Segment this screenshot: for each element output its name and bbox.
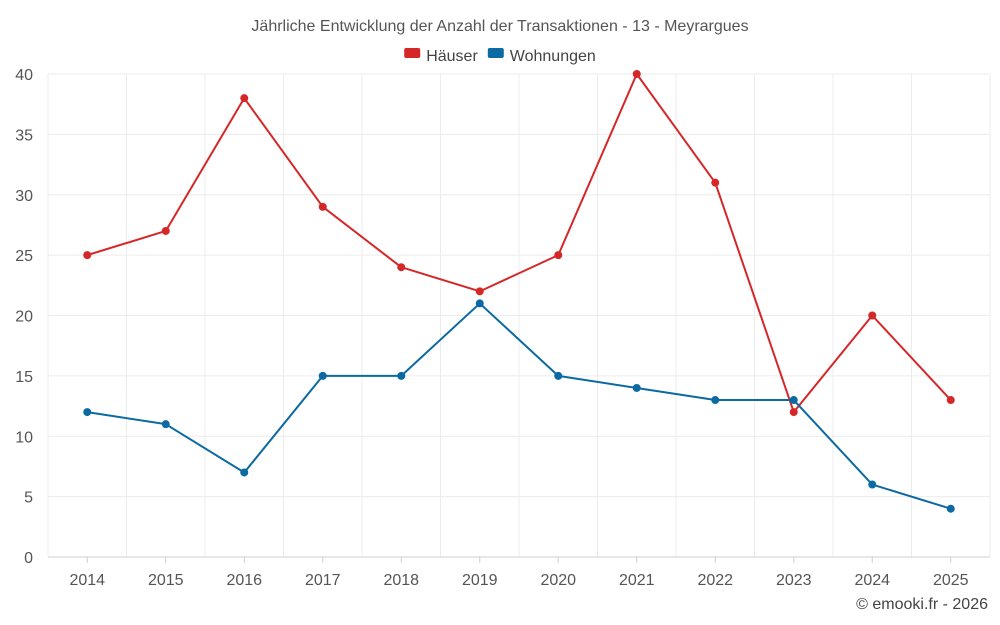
- data-point[interactable]: [632, 383, 641, 392]
- data-point[interactable]: [946, 396, 955, 405]
- y-tick-label: 0: [24, 550, 33, 567]
- y-tick-label: 25: [15, 248, 33, 265]
- x-tick-label: 2018: [383, 572, 419, 589]
- gridlines: [47, 73, 991, 557]
- data-point[interactable]: [789, 408, 798, 417]
- x-tick-label: 2016: [226, 572, 262, 589]
- legend-swatch: [487, 48, 504, 58]
- y-tick-label: 20: [15, 309, 33, 326]
- x-tick-label: 2014: [69, 572, 105, 589]
- data-point[interactable]: [789, 396, 798, 405]
- chart-title: Jährliche Entwicklung der Anzahl der Tra…: [251, 18, 748, 35]
- x-tick-label: 2025: [933, 572, 969, 589]
- data-point[interactable]: [83, 408, 92, 417]
- legend-label: Häuser: [426, 48, 478, 65]
- x-tick-label: 2020: [540, 572, 576, 589]
- y-axis-ticks: 0 5 10 15 20 25 30 35 40: [15, 67, 33, 567]
- y-tick-label: 30: [15, 188, 33, 205]
- data-point[interactable]: [711, 396, 720, 405]
- data-point[interactable]: [868, 480, 877, 489]
- data-point[interactable]: [318, 202, 327, 211]
- x-tick-label: 2021: [619, 572, 655, 589]
- legend-item[interactable]: Wohnungen: [487, 48, 596, 65]
- data-point[interactable]: [946, 504, 955, 513]
- data-point[interactable]: [475, 299, 484, 308]
- series-group: [83, 70, 955, 513]
- data-point[interactable]: [711, 178, 720, 187]
- legend-swatch: [404, 48, 421, 58]
- x-tick-label: 2019: [462, 572, 498, 589]
- data-point[interactable]: [318, 371, 327, 380]
- y-tick-label: 15: [15, 369, 33, 386]
- data-point[interactable]: [868, 311, 877, 320]
- series-line: [86, 73, 952, 414]
- y-tick-label: 35: [15, 127, 33, 144]
- y-tick-label: 5: [24, 490, 33, 507]
- y-tick-label: 10: [15, 429, 33, 446]
- data-point[interactable]: [554, 371, 563, 380]
- data-point[interactable]: [161, 420, 170, 429]
- x-tick-label: 2017: [305, 572, 341, 589]
- x-tick-label: 2023: [776, 572, 812, 589]
- series-1: [83, 299, 955, 513]
- x-axis-ticks: 2014 2015 2016 2017 2018 2019 2020 2021 2022 2023…: [69, 557, 969, 589]
- series-line: [87, 302, 952, 510]
- credit-text: © emooki.fr - 2026: [856, 596, 988, 613]
- series-0: [83, 70, 955, 417]
- data-point[interactable]: [397, 371, 406, 380]
- x-tick-label: 2015: [148, 572, 184, 589]
- data-point[interactable]: [240, 94, 249, 103]
- data-point[interactable]: [397, 263, 406, 272]
- y-tick-label: 40: [15, 67, 33, 84]
- data-point[interactable]: [475, 287, 484, 296]
- legend-item[interactable]: Häuser: [404, 48, 478, 65]
- x-tick-label: 2022: [697, 572, 733, 589]
- data-point[interactable]: [240, 468, 249, 477]
- data-point[interactable]: [632, 70, 641, 78]
- x-tick-label: 2024: [854, 572, 890, 589]
- data-point[interactable]: [83, 251, 92, 260]
- legend: Häuser Wohnungen: [404, 48, 596, 65]
- legend-label: Wohnungen: [510, 48, 596, 65]
- data-point[interactable]: [554, 251, 563, 260]
- data-point[interactable]: [161, 226, 170, 235]
